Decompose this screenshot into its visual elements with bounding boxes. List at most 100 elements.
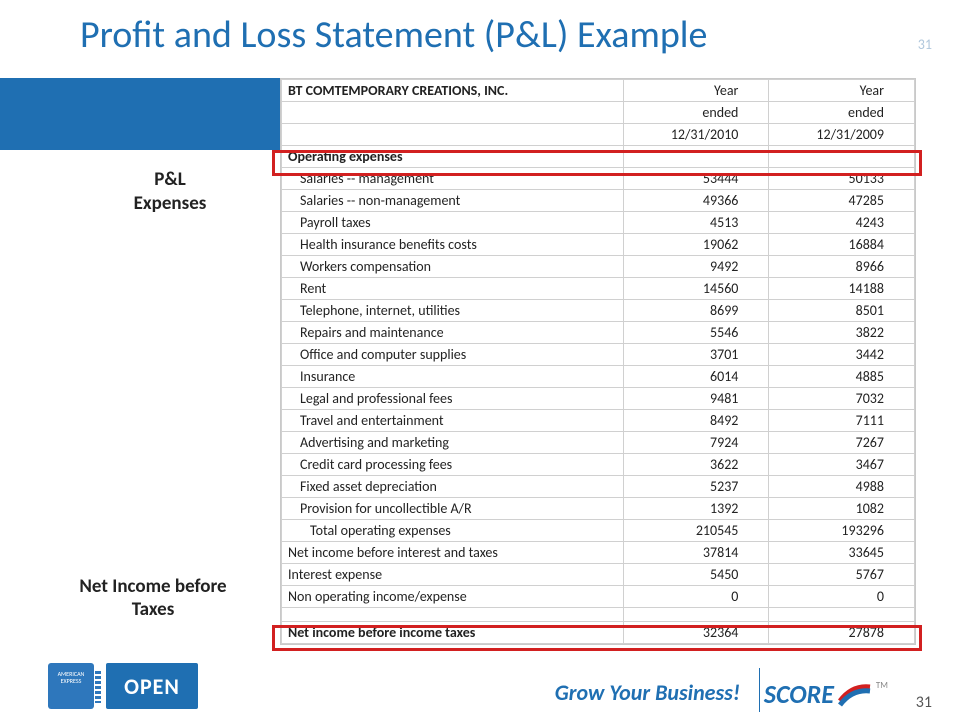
row-v2: 8501 bbox=[769, 300, 915, 322]
row-v1: 6014 bbox=[623, 366, 769, 388]
row-v2: 4885 bbox=[769, 366, 915, 388]
row-v1: 14560 bbox=[623, 278, 769, 300]
row-v1: 9492 bbox=[623, 256, 769, 278]
footer-divider bbox=[759, 668, 760, 712]
table-row: Interest expense54505767 bbox=[282, 564, 915, 586]
table-row: Provision for uncollectible A/R13921082 bbox=[282, 498, 915, 520]
footer-v2: 27878 bbox=[769, 622, 915, 644]
section-header: Operating expenses bbox=[282, 146, 624, 168]
side-label-netincome-2: Taxes bbox=[48, 598, 258, 621]
row-v2: 8966 bbox=[769, 256, 915, 278]
score-text: SCORE bbox=[764, 678, 834, 710]
row-v2: 33645 bbox=[769, 542, 915, 564]
row-v2: 0 bbox=[769, 586, 915, 608]
row-v2: 47285 bbox=[769, 190, 915, 212]
row-label: Health insurance benefits costs bbox=[282, 234, 624, 256]
footer-v1: 32364 bbox=[623, 622, 769, 644]
row-v1: 8492 bbox=[623, 410, 769, 432]
footer-row: Net income before income taxes 32364 278… bbox=[282, 622, 915, 644]
row-v1: 53444 bbox=[623, 168, 769, 190]
col1-period: Year bbox=[623, 80, 769, 102]
company-name: BT COMTEMPORARY CREATIONS, INC. bbox=[282, 80, 624, 102]
row-v1: 8699 bbox=[623, 300, 769, 322]
row-v2: 1082 bbox=[769, 498, 915, 520]
section-header-row: Operating expenses bbox=[282, 146, 915, 168]
row-label: Net income before interest and taxes bbox=[282, 542, 624, 564]
row-v2: 7032 bbox=[769, 388, 915, 410]
row-v1: 5450 bbox=[623, 564, 769, 586]
side-label-netincome-1: Net Income before bbox=[48, 575, 258, 598]
col1-sub: ended bbox=[623, 102, 769, 124]
side-label-pl: P&L bbox=[110, 168, 230, 191]
row-v1: 4513 bbox=[623, 212, 769, 234]
table-row: Insurance60144885 bbox=[282, 366, 915, 388]
row-v2: 3822 bbox=[769, 322, 915, 344]
table-row: Payroll taxes45134243 bbox=[282, 212, 915, 234]
row-label: Workers compensation bbox=[282, 256, 624, 278]
row-v1: 9481 bbox=[623, 388, 769, 410]
row-v1: 3622 bbox=[623, 454, 769, 476]
row-v2: 7267 bbox=[769, 432, 915, 454]
row-label: Insurance bbox=[282, 366, 624, 388]
row-v1: 5546 bbox=[623, 322, 769, 344]
footer: AMERICAN EXPRESS OPEN bbox=[48, 660, 880, 712]
table-row: Legal and professional fees94817032 bbox=[282, 388, 915, 410]
footer-label: Net income before income taxes bbox=[282, 622, 624, 644]
score-logo: SCORE TM bbox=[764, 678, 888, 710]
row-v2: 3467 bbox=[769, 454, 915, 476]
row-v2: 5767 bbox=[769, 564, 915, 586]
row-v2: 4243 bbox=[769, 212, 915, 234]
row-v1: 49366 bbox=[623, 190, 769, 212]
row-v2: 14188 bbox=[769, 278, 915, 300]
col2-period: Year bbox=[769, 80, 915, 102]
row-label: Fixed asset depreciation bbox=[282, 476, 624, 498]
row-label: Repairs and maintenance bbox=[282, 322, 624, 344]
row-label: Telephone, internet, utilities bbox=[282, 300, 624, 322]
row-label: Salaries -- non-management bbox=[282, 190, 624, 212]
row-label: Travel and entertainment bbox=[282, 410, 624, 432]
col1-date: 12/31/2010 bbox=[623, 124, 769, 146]
row-label: Total operating expenses bbox=[282, 520, 624, 542]
row-label: Advertising and marketing bbox=[282, 432, 624, 454]
row-v1: 1392 bbox=[623, 498, 769, 520]
row-label: Payroll taxes bbox=[282, 212, 624, 234]
table-header-row: BT COMTEMPORARY CREATIONS, INC. Year Yea… bbox=[282, 80, 915, 102]
row-label: Credit card processing fees bbox=[282, 454, 624, 476]
row-v1: 3701 bbox=[623, 344, 769, 366]
grow-tagline: Grow Your Business! bbox=[555, 679, 740, 706]
row-label: Legal and professional fees bbox=[282, 388, 624, 410]
table-row: Fixed asset depreciation52374988 bbox=[282, 476, 915, 498]
row-v1: 0 bbox=[623, 586, 769, 608]
row-label: Provision for uncollectible A/R bbox=[282, 498, 624, 520]
table-row: Health insurance benefits costs190621688… bbox=[282, 234, 915, 256]
table-row: Telephone, internet, utilities86998501 bbox=[282, 300, 915, 322]
row-v2: 50133 bbox=[769, 168, 915, 190]
table-row: Rent1456014188 bbox=[282, 278, 915, 300]
row-v2: 4988 bbox=[769, 476, 915, 498]
col2-sub: ended bbox=[769, 102, 915, 124]
row-v2: 3442 bbox=[769, 344, 915, 366]
table-row: Advertising and marketing79247267 bbox=[282, 432, 915, 454]
row-v2: 193296 bbox=[769, 520, 915, 542]
table-row: Workers compensation94928966 bbox=[282, 256, 915, 278]
row-v2: 16884 bbox=[769, 234, 915, 256]
blank-row bbox=[282, 608, 915, 622]
score-swoosh-icon bbox=[838, 681, 872, 707]
page-number-bottom: 31 bbox=[916, 693, 932, 712]
table-row: Non operating income/expense00 bbox=[282, 586, 915, 608]
row-label: Office and computer supplies bbox=[282, 344, 624, 366]
side-label-expenses: Expenses bbox=[110, 192, 230, 215]
row-v1: 19062 bbox=[623, 234, 769, 256]
col2-date: 12/31/2009 bbox=[769, 124, 915, 146]
header-banner bbox=[0, 78, 280, 150]
row-label: Non operating income/expense bbox=[282, 586, 624, 608]
pl-table: BT COMTEMPORARY CREATIONS, INC. Year Yea… bbox=[280, 78, 916, 645]
table-row: Total operating expenses210545193296 bbox=[282, 520, 915, 542]
page-title: Profit and Loss Statement (P&L) Example bbox=[80, 12, 707, 58]
table-row: Salaries -- management5344450133 bbox=[282, 168, 915, 190]
table-row: Credit card processing fees36223467 bbox=[282, 454, 915, 476]
row-v1: 37814 bbox=[623, 542, 769, 564]
amex-logo: AMERICAN EXPRESS bbox=[48, 663, 94, 709]
row-v1: 5237 bbox=[623, 476, 769, 498]
tm-mark: TM bbox=[876, 680, 888, 691]
